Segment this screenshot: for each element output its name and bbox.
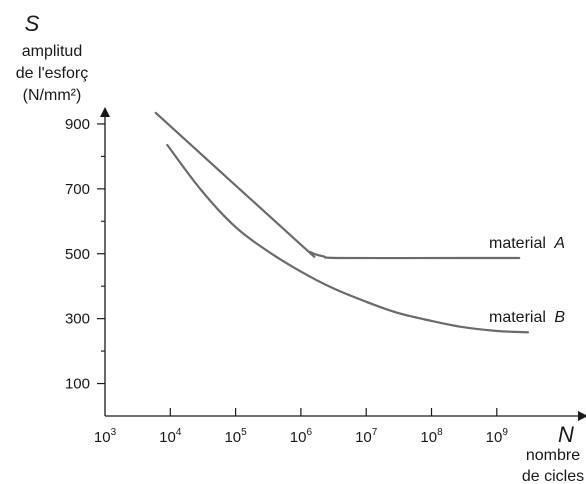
x-tick-label: 104 [159, 427, 182, 446]
series-label-b-prefix: material [489, 309, 546, 326]
series-label-a-letter: A [553, 235, 565, 252]
series-label-material-b: material B [489, 309, 565, 326]
x-tick-label: 108 [420, 427, 443, 446]
series-line-material-a [154, 111, 521, 260]
y-axis-label-line-1: amplitud [22, 43, 82, 60]
x-axis-label-line-1: nombre [526, 447, 580, 464]
x-axis-symbol: N [558, 422, 574, 447]
x-axis-label-line-2: de cicles [522, 468, 584, 484]
x-axis-ticks: 103 104 105 106 107 108 109 [94, 408, 508, 446]
series-lines [154, 111, 530, 334]
y-tick-label: 700 [65, 181, 90, 198]
series-line-material-b [166, 143, 530, 334]
y-axis-ticks: 100 300 500 700 900 [65, 116, 105, 393]
x-tick-label: 107 [355, 427, 378, 446]
x-tick-label: 109 [486, 427, 509, 446]
y-tick-label: 500 [65, 246, 90, 263]
series-label-b-letter: B [554, 309, 565, 326]
y-tick-label: 100 [65, 376, 90, 393]
y-axis-label-line-3: (N/mm²) [23, 87, 82, 104]
x-tick-label: 106 [290, 427, 313, 446]
series-label-a-prefix: material [489, 235, 546, 252]
series-label-material-a: material A [489, 235, 565, 252]
y-tick-label: 300 [65, 311, 90, 328]
y-tick-label: 900 [65, 116, 90, 133]
x-tick-label: 103 [94, 427, 117, 446]
x-tick-label: 105 [224, 427, 247, 446]
y-axis-symbol: S [25, 11, 40, 36]
y-axis-label-line-2: de l'esforç [16, 65, 88, 82]
